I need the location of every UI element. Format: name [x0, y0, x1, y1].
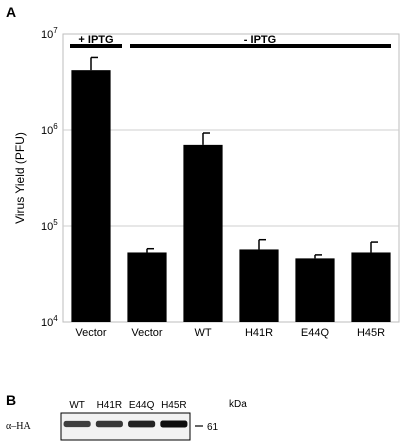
- chart-area: 104 105 106 107 Vector Vector WT H41R E44Q H45R: [41, 26, 400, 339]
- lane-label: E44Q: [129, 400, 155, 411]
- y-tick-label: 104: [41, 314, 58, 329]
- y-axis-label: Virus Yield (PFU): [13, 132, 27, 224]
- gridlines: [63, 129, 399, 227]
- bars: [71, 70, 391, 323]
- y-tick-label: 107: [41, 26, 58, 41]
- y-tick-label: 105: [41, 218, 58, 233]
- x-tick-labels: Vector Vector WT H41R E44Q H45R: [75, 327, 385, 339]
- x-tick-label: Vector: [131, 327, 163, 339]
- panel-a-letter: A: [6, 4, 16, 20]
- bar: [239, 249, 279, 322]
- blot-lane-labels: WT H41R E44Q H45R: [69, 400, 186, 411]
- plus-iptg-label: + IPTG: [78, 34, 113, 46]
- blot-band: [160, 420, 188, 428]
- bar: [351, 252, 391, 322]
- lane-label: WT: [69, 400, 85, 411]
- blot-band: [128, 420, 156, 428]
- bar: [127, 252, 167, 322]
- x-tick-label: H41R: [245, 327, 273, 339]
- x-tick-label: WT: [194, 327, 211, 339]
- lane-label: H41R: [97, 400, 123, 411]
- blot-bands: [63, 420, 188, 428]
- marker-label: 61: [207, 422, 219, 433]
- x-tick-label: H45R: [357, 327, 385, 339]
- lane-label: H45R: [161, 400, 187, 411]
- panel-b-letter: B: [6, 392, 16, 408]
- kda-unit-label: kDa: [229, 399, 247, 410]
- blot-row-label: α–HA: [6, 421, 31, 432]
- plot-frame: [62, 33, 400, 323]
- bar: [183, 144, 223, 322]
- bar: [295, 258, 335, 322]
- x-tick-label: E44Q: [301, 327, 330, 339]
- blot-band: [95, 420, 123, 428]
- blot-band: [63, 420, 91, 428]
- bar: [71, 70, 111, 323]
- y-tick-label: 106: [41, 122, 58, 137]
- minus-iptg-label: - IPTG: [244, 34, 276, 46]
- y-tick-labels: 104 105 106 107: [41, 26, 58, 329]
- x-tick-label: Vector: [75, 327, 107, 339]
- error-bars: [90, 56, 378, 259]
